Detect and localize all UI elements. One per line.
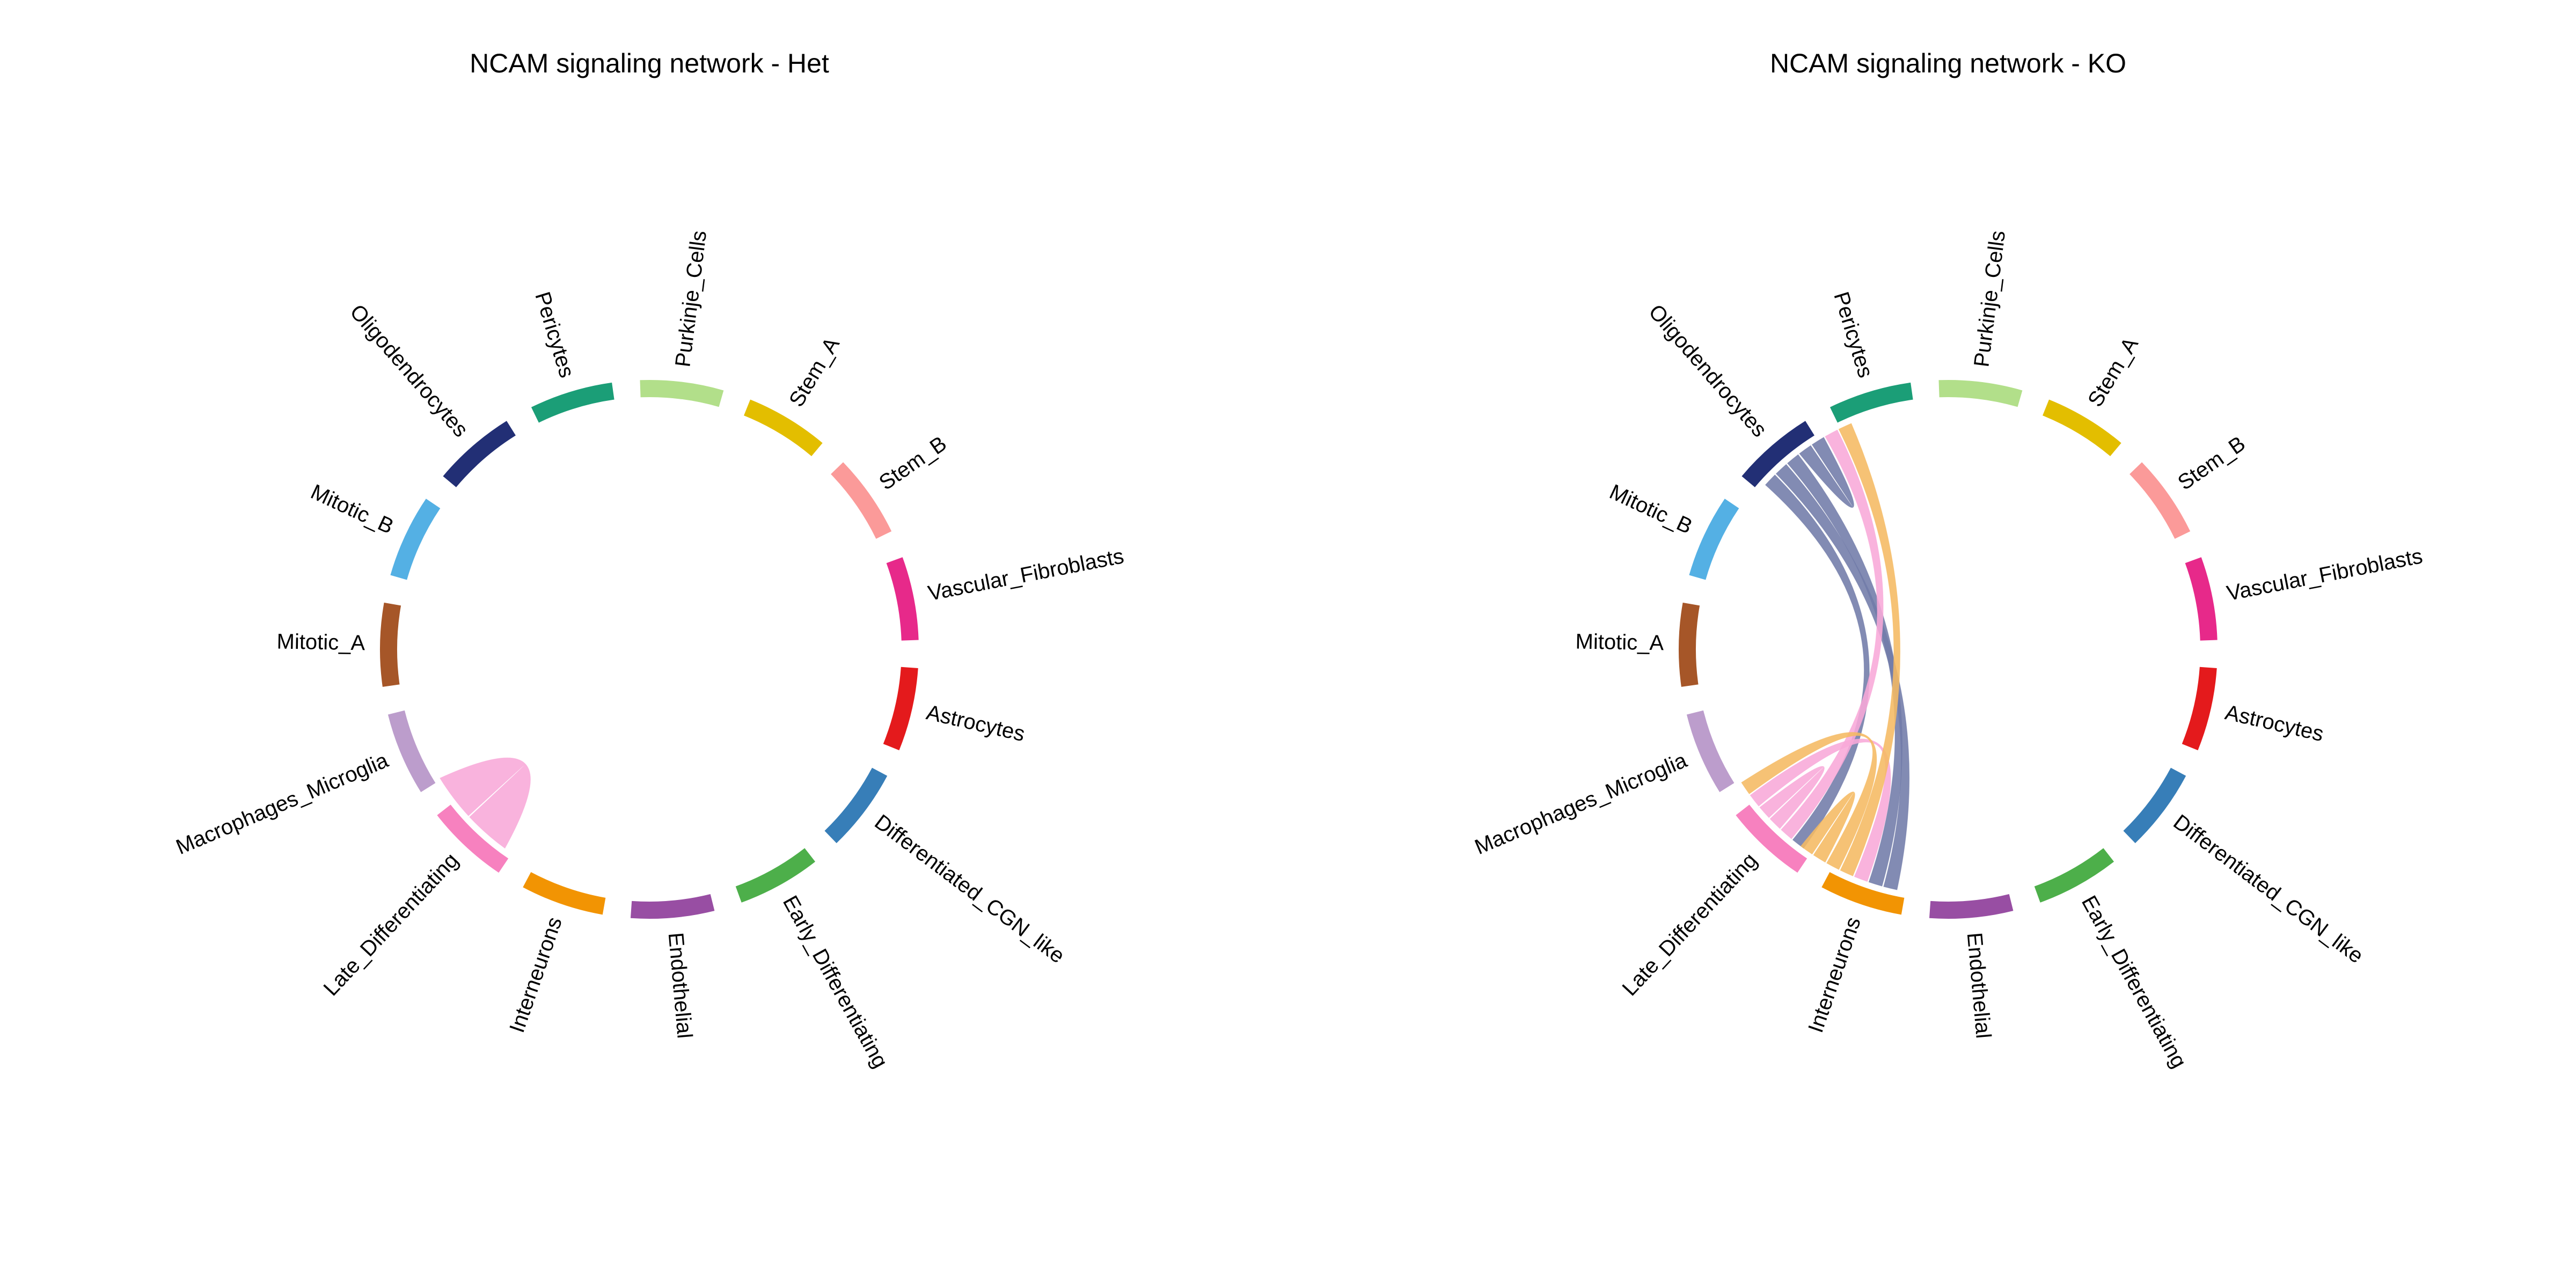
sector-arc-late-differentiating [437,804,509,873]
sector-label-mitotic-a: Mitotic_A [276,630,365,655]
chord-link-het-late-differentiating-to-late-differentiating [440,757,531,849]
sector-arc-mitotic-b [390,499,441,580]
sector-arc-pericytes [1829,382,1913,423]
sector-arc-stem-a [744,399,823,456]
chord-link-ko-interneurons-to-interneurons [1800,792,1855,863]
sector-label-stem-b: Stem_B [2174,431,2250,495]
sector-label-astrocytes: Astrocytes [924,700,1027,746]
sector-label-pericytes: Pericytes [530,289,579,380]
sector-label-interneurons: Interneurons [1804,914,1865,1036]
chord-link-ko-interneurons-to-late-differentiating [1741,732,1877,870]
sector-arc-purkinje-cells [1938,380,2023,407]
sector-label-early-differentiating: Early_Differentiating [778,892,892,1072]
chord-link-ko-late-differentiating-to-oligodendrocytes [1781,429,1884,839]
sector-arc-purkinje-cells [640,380,724,407]
sector-arc-stem-a [2043,399,2121,456]
sector-label-stem-a: Stem_A [785,333,844,411]
sector-arc-early-differentiating [2034,848,2114,903]
sector-label-late-differentiating: Late_Differentiating [319,848,463,1000]
chord-panel-het: NCAM signaling network - Het Astrocytes D… [173,48,1126,1072]
sector-arc-endothelial [630,894,715,919]
sector-label-purkinje-cells: Purkinje_Cells [1970,229,2010,368]
sector-label-macrophages-microglia: Macrophages_Microglia [1472,748,1691,859]
chord-link-ko-interneurons-to-oligodendrocytes [1838,423,1901,876]
sector-arc-interneurons [523,872,606,915]
sector-label-differentiated-cgn-like: Differentiated_CGN_like [870,810,1069,968]
sector-arc-endothelial [1929,894,2014,919]
chord-link-ko-late-differentiating-to-interneurons [1750,738,1891,882]
sector-label-astrocytes: Astrocytes [2223,700,2326,746]
sector-label-differentiated-cgn-like: Differentiated_CGN_like [2169,810,2368,968]
panel-title-ko: NCAM signaling network - KO [1770,48,2126,78]
sector-arc-mitotic-a [1679,602,1700,687]
sector-label-endothelial: Endothelial [664,932,697,1040]
sector-label-interneurons: Interneurons [505,914,567,1036]
sector-arc-oligodendrocytes [1741,421,1814,487]
chord-link-ko-late-differentiating-to-late-differentiating [1759,766,1825,829]
sector-arc-early-differentiating [735,848,816,903]
sector-arc-late-differentiating [1736,804,1807,873]
sector-label-oligodendrocytes: Oligodendrocytes [1644,300,1771,442]
sector-label-mitotic-a: Mitotic_A [1575,630,1664,655]
sector-arc-macrophages-microglia [387,710,436,793]
sector-arc-vascular-fibroblasts [886,557,919,641]
sector-label-mitotic-b: Mitotic_B [307,480,397,538]
sector-label-stem-a: Stem_A [2083,333,2143,411]
sector-arc-pericytes [531,382,614,423]
chord-link-ko-oligodendrocytes-to-interneurons [1787,454,1902,887]
sector-label-late-differentiating: Late_Differentiating [1618,848,1762,1000]
sector-label-early-differentiating: Early_Differentiating [2077,892,2191,1072]
sector-label-stem-b: Stem_B [875,431,951,495]
sector-label-vascular-fibroblasts: Vascular_Fibroblasts [926,544,1126,605]
sector-label-vascular-fibroblasts: Vascular_Fibroblasts [2225,544,2425,605]
sector-arc-differentiated-cgn-like [824,767,888,844]
sector-arc-mitotic-b [1689,499,1739,580]
panel-title-het: NCAM signaling network - Het [470,48,829,78]
sector-label-mitotic-b: Mitotic_B [1606,480,1696,538]
sector-arc-differentiated-cgn-like [2123,767,2186,844]
chord-panel-ko: NCAM signaling network - KO Astrocytes Di… [1472,48,2425,1072]
sector-label-macrophages-microglia: Macrophages_Microglia [173,748,392,859]
sector-arc-macrophages-microglia [1686,710,1735,793]
chord-link-ko-oligodendrocytes-to-interneurons [1775,464,1910,890]
sector-arc-mitotic-a [380,602,401,687]
sector-label-endothelial: Endothelial [1963,932,1995,1040]
sector-arc-interneurons [1821,872,1905,915]
sector-arc-astrocytes [883,667,918,751]
chord-link-ko-oligodendrocytes-to-oligodendrocytes [1799,437,1854,508]
sector-arc-stem-b [831,462,892,539]
sector-arc-stem-b [2129,462,2191,539]
sector-label-purkinje-cells: Purkinje_Cells [671,229,711,368]
sector-label-pericytes: Pericytes [1829,289,1877,380]
sector-label-oligodendrocytes: Oligodendrocytes [345,300,472,442]
sector-arc-oligodendrocytes [443,421,516,487]
sector-arc-vascular-fibroblasts [2185,557,2218,641]
sector-arc-astrocytes [2182,667,2217,751]
